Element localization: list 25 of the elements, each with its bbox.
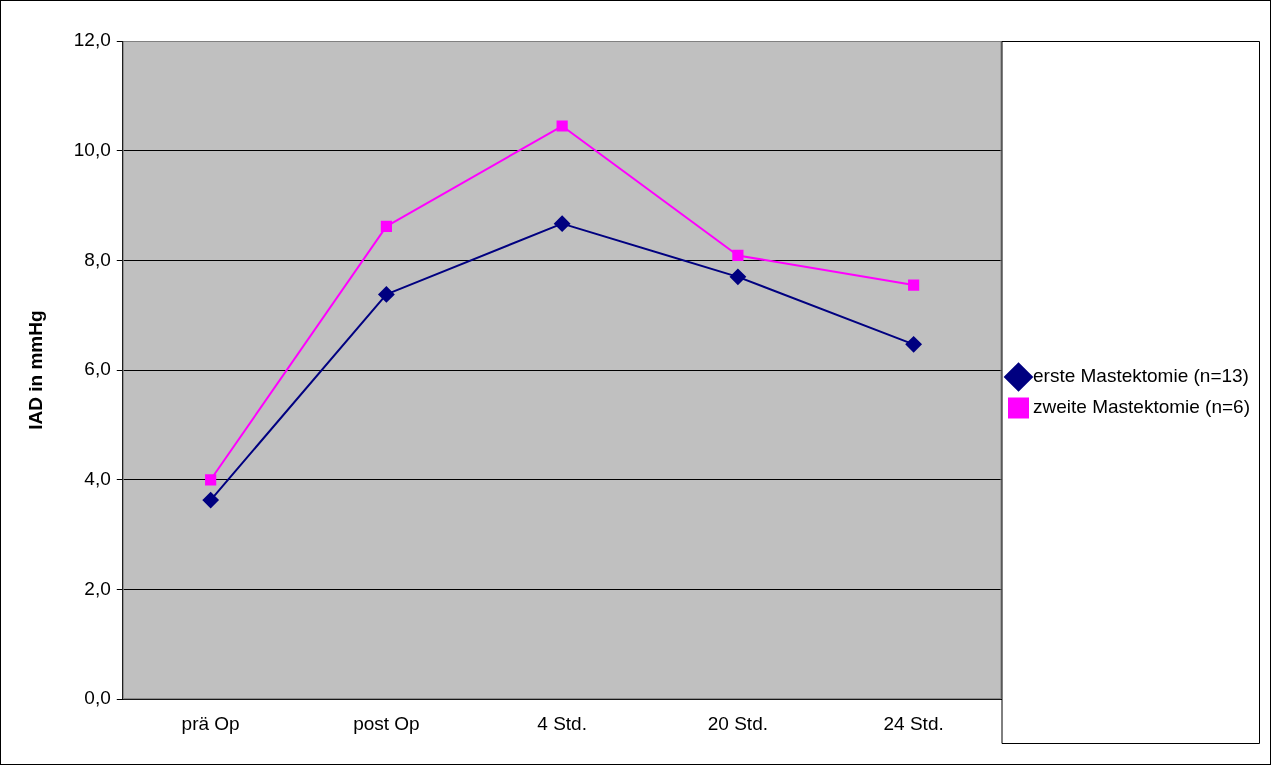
point xyxy=(202,492,219,509)
x-tick-label: prä Op xyxy=(181,712,240,734)
y-tick-label: 4,0 xyxy=(84,468,111,490)
legend-label: zweite Mastektomie (n=6) xyxy=(1033,396,1250,418)
x-tick-label: 24 Std. xyxy=(883,712,944,734)
point xyxy=(556,120,568,132)
y-tick-label: 8,0 xyxy=(84,248,111,270)
point xyxy=(908,279,920,291)
x-tick-label: post Op xyxy=(353,712,420,734)
y-tick-label: 12,0 xyxy=(73,29,111,51)
y-tick-label: 6,0 xyxy=(84,358,111,380)
y-tick-label: 2,0 xyxy=(84,577,111,599)
y-tick-label: 0,0 xyxy=(84,687,111,709)
y-tick-label: 10,0 xyxy=(73,138,111,160)
point xyxy=(905,336,922,353)
legend-label: erste Mastektomie (n=13) xyxy=(1033,365,1249,387)
x-tick-label: 4 Std. xyxy=(537,712,587,734)
point xyxy=(732,249,744,262)
point xyxy=(554,215,571,232)
x-tick-label: 20 Std. xyxy=(707,712,768,734)
point xyxy=(205,474,217,486)
point xyxy=(729,268,746,285)
point xyxy=(380,220,392,232)
y-axis-title: IAD in mmHg xyxy=(24,310,46,430)
point xyxy=(378,286,395,303)
